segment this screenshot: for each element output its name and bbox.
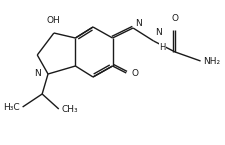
Text: N: N bbox=[34, 69, 41, 78]
Text: N: N bbox=[135, 19, 141, 28]
Text: H₃C: H₃C bbox=[3, 103, 20, 112]
Text: O: O bbox=[130, 69, 137, 78]
Text: O: O bbox=[171, 14, 178, 23]
Text: OH: OH bbox=[46, 16, 60, 25]
Text: H: H bbox=[159, 43, 165, 52]
Text: NH₂: NH₂ bbox=[202, 57, 220, 66]
Text: CH₃: CH₃ bbox=[61, 105, 78, 114]
Text: N: N bbox=[155, 28, 162, 37]
